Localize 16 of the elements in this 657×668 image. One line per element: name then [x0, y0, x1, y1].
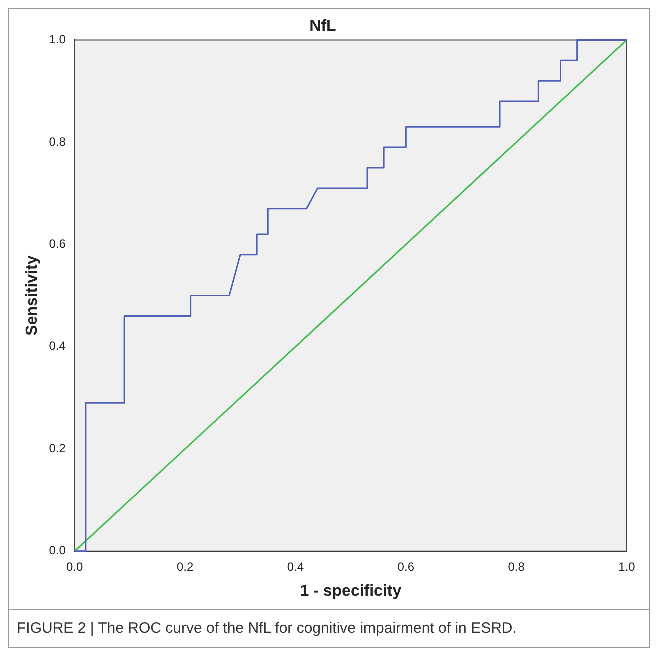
y-tick-label: 0.6: [49, 236, 66, 251]
caption: FIGURE 2 | The ROC curve of the NfL for cognitive impairment of in ESRD.: [17, 620, 518, 637]
y-tick-label: 0.8: [49, 134, 66, 149]
y-tick-label: 0.4: [49, 339, 66, 354]
x-tick-label: 0.4: [287, 560, 304, 574]
y-tick-label: 1.0: [49, 32, 66, 47]
x-tick-label: 0.8: [508, 560, 526, 574]
x-tick-label: 0.0: [66, 560, 84, 574]
x-tick-label: 0.2: [176, 560, 194, 574]
x-axis-title: 1 - specificity: [300, 582, 402, 600]
chart-title: NfL: [310, 18, 337, 36]
x-tick-label: 1.0: [618, 560, 636, 574]
y-axis-title: Sensitivity: [24, 256, 42, 336]
x-tick-label: 0.6: [398, 560, 415, 574]
y-tick-label: 0.0: [49, 544, 66, 558]
y-tick-label: 0.2: [49, 441, 66, 456]
